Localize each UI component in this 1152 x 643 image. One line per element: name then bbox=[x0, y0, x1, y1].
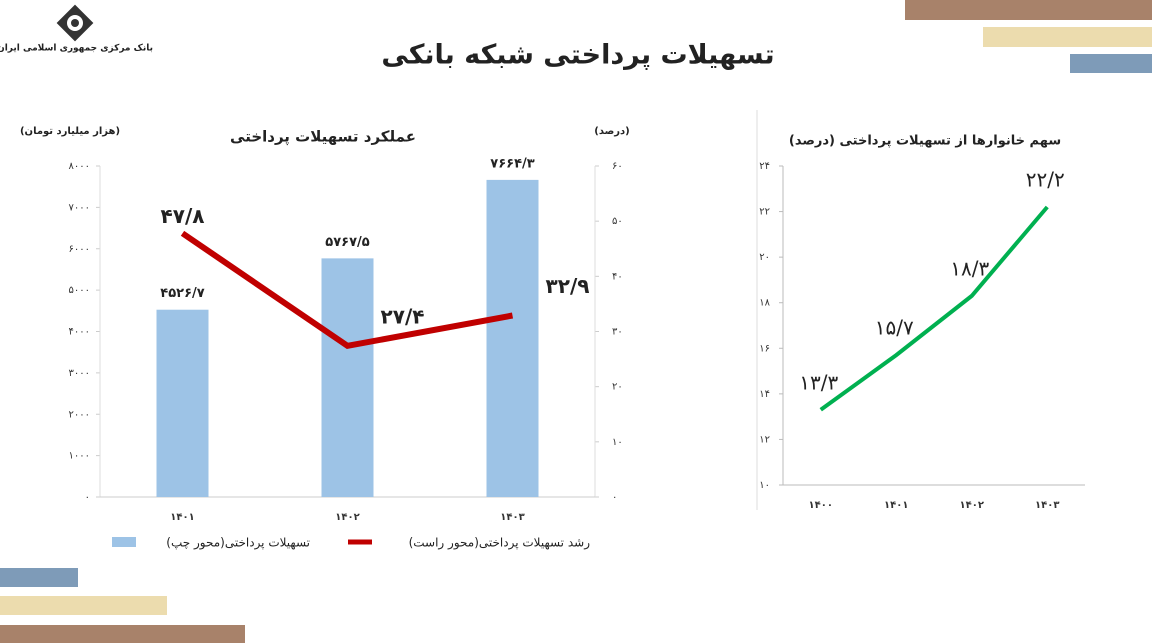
bar bbox=[321, 258, 374, 497]
y-tick-label: ۵۰۰۰ bbox=[69, 285, 90, 296]
slide-title: تسهیلات پرداختی شبکه بانکی bbox=[381, 40, 774, 71]
value-label: ۷۶۶۴/۳ bbox=[490, 156, 534, 171]
value-label: ۱۸/۳ bbox=[950, 256, 989, 280]
y-tick-label: ۶۰۰۰ bbox=[69, 244, 90, 255]
x-tick-label: ۱۴۰۱ bbox=[884, 500, 908, 511]
y-tick-label: ۱۲ bbox=[759, 434, 770, 445]
y2-tick-label: ۱۰ bbox=[612, 437, 623, 448]
line bbox=[180, 230, 514, 350]
legend-label: رشد تسهیلات پرداختی(محور راست) bbox=[409, 536, 591, 551]
y2-tick-label: ۰ bbox=[612, 492, 617, 503]
logo bbox=[56, 4, 94, 42]
y-tick-label: ۰ bbox=[85, 492, 90, 503]
y-tick-label: ۱۶ bbox=[759, 343, 770, 354]
y-tick-label: ۷۰۰۰ bbox=[69, 202, 90, 213]
y-tick-label: ۲۲ bbox=[759, 207, 770, 218]
x-tick-label: ۱۴۰۱ bbox=[170, 512, 194, 523]
y-tick-label: ۱۴ bbox=[759, 389, 770, 400]
y-tick-label: ۲۰۰۰ bbox=[69, 409, 90, 420]
decor-strip bbox=[0, 568, 78, 587]
x-tick-label: ۱۴۰۲ bbox=[960, 500, 984, 511]
y2-axis-label: (درصد) bbox=[594, 126, 629, 137]
y2-tick-label: ۳۰ bbox=[612, 327, 623, 338]
y-tick-label: ۱۰ bbox=[759, 480, 770, 491]
value-label: ۳۲/۹ bbox=[546, 274, 590, 298]
x-tick-label: ۱۴۰۲ bbox=[335, 512, 359, 523]
value-label: ۲۲/۲ bbox=[1026, 168, 1065, 192]
decor-strip bbox=[983, 27, 1152, 47]
y-tick-label: ۱۰۰۰ bbox=[69, 451, 90, 462]
legend-label: تسهیلات پرداختی(محور چپ) bbox=[166, 536, 310, 551]
decor-strip bbox=[0, 625, 245, 643]
y2-tick-label: ۲۰ bbox=[612, 382, 623, 393]
value-label: ۱۵/۷ bbox=[875, 316, 914, 340]
value-label: ۴۵۲۶/۷ bbox=[160, 286, 204, 301]
y2-tick-label: ۴۰ bbox=[612, 271, 623, 282]
x-tick-label: ۱۴۰۳ bbox=[500, 512, 524, 523]
chart-title: عملکرد تسهیلات پرداختی bbox=[230, 128, 416, 147]
y-tick-label: ۸۰۰۰ bbox=[69, 161, 90, 172]
y2-tick-label: ۵۰ bbox=[612, 216, 623, 227]
y2-tick-label: ۶۰ bbox=[612, 161, 623, 172]
value-label: ۵۷۶۷/۵ bbox=[325, 235, 369, 250]
y-tick-label: ۴۰۰۰ bbox=[69, 327, 90, 338]
y-tick-label: ۱۸ bbox=[759, 298, 770, 309]
decor-strip bbox=[0, 596, 167, 615]
value-label: ۲۷/۴ bbox=[381, 304, 425, 328]
line bbox=[819, 205, 1049, 412]
y-tick-label: ۲۰ bbox=[759, 252, 770, 263]
bar bbox=[486, 179, 539, 497]
chart-title: سهم خانوارها از تسهیلات پرداختی (درصد) bbox=[789, 134, 1061, 149]
y-tick-label: ۳۰۰۰ bbox=[69, 368, 90, 379]
value-label: ۴۷/۸ bbox=[161, 204, 205, 228]
decor-strip bbox=[905, 0, 1152, 20]
bank-name: بانک مرکزی جمهوری اسلامی ایران bbox=[0, 44, 153, 54]
x-tick-label: ۱۴۰۰ bbox=[809, 500, 833, 511]
legend-swatch bbox=[112, 537, 136, 547]
y-axis-label: (هزار میلیارد تومان) bbox=[20, 126, 120, 137]
y-tick-label: ۲۴ bbox=[759, 161, 770, 172]
decor-strip bbox=[1070, 54, 1152, 73]
x-tick-label: ۱۴۰۳ bbox=[1035, 500, 1059, 511]
bar bbox=[156, 309, 209, 497]
value-label: ۱۳/۳ bbox=[799, 370, 838, 394]
